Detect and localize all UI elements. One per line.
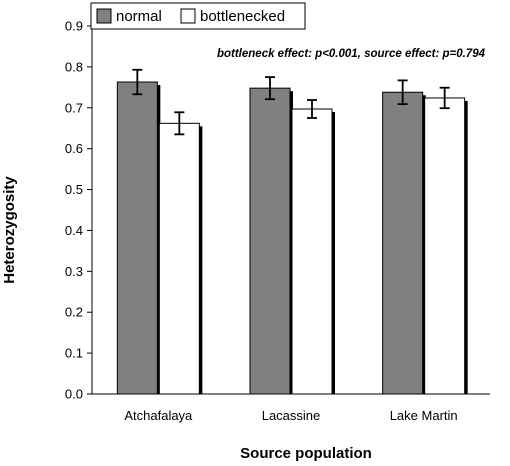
y-tick-label: 0.4 (65, 223, 83, 238)
significance-annotation: bottleneck effect: p<0.001, source effec… (217, 48, 486, 60)
bar-normal (382, 91, 424, 395)
bar-bottlenecked (158, 122, 200, 395)
x-tick-label: Lacassine (262, 408, 321, 423)
legend-swatch-normal (96, 8, 112, 24)
legend-label-normal: normal (116, 8, 162, 25)
bar-normal (249, 87, 291, 395)
error-bars (132, 68, 450, 136)
x-axis-tick-labels: Atchafalaya Lacassine Lake Martin (124, 408, 457, 423)
y-axis-title: Heterozygosity (1, 176, 18, 284)
y-tick-label: 0.1 (65, 346, 83, 361)
legend-swatch-bottlenecked (180, 8, 196, 24)
legend-box (90, 2, 306, 30)
bar-bottlenecked (291, 108, 333, 395)
y-tick-label: 0.3 (65, 264, 83, 279)
y-tick-label: 0.9 (65, 19, 83, 34)
y-tick-label: 0.0 (65, 387, 83, 402)
legend-label-bottlenecked: bottlenecked (200, 8, 285, 25)
legend: normal bottlenecked (90, 2, 306, 30)
bar-normal (116, 81, 158, 395)
axes (91, 26, 490, 395)
y-tick-label: 0.6 (65, 141, 83, 156)
x-tick-label: Lake Martin (390, 408, 458, 423)
y-axis-ticks: 0.0 0.1 0.2 0.3 0.4 0.5 0.6 0.7 0.8 0.9 (65, 19, 92, 402)
bars (116, 81, 468, 395)
y-tick-label: 0.2 (65, 305, 83, 320)
bar-bottlenecked (424, 97, 466, 395)
y-tick-label: 0.7 (65, 100, 83, 115)
y-tick-label: 0.8 (65, 59, 83, 74)
y-tick-label: 0.5 (65, 182, 83, 197)
x-axis-title: Source population (240, 445, 372, 462)
x-tick-label: Atchafalaya (124, 408, 193, 423)
